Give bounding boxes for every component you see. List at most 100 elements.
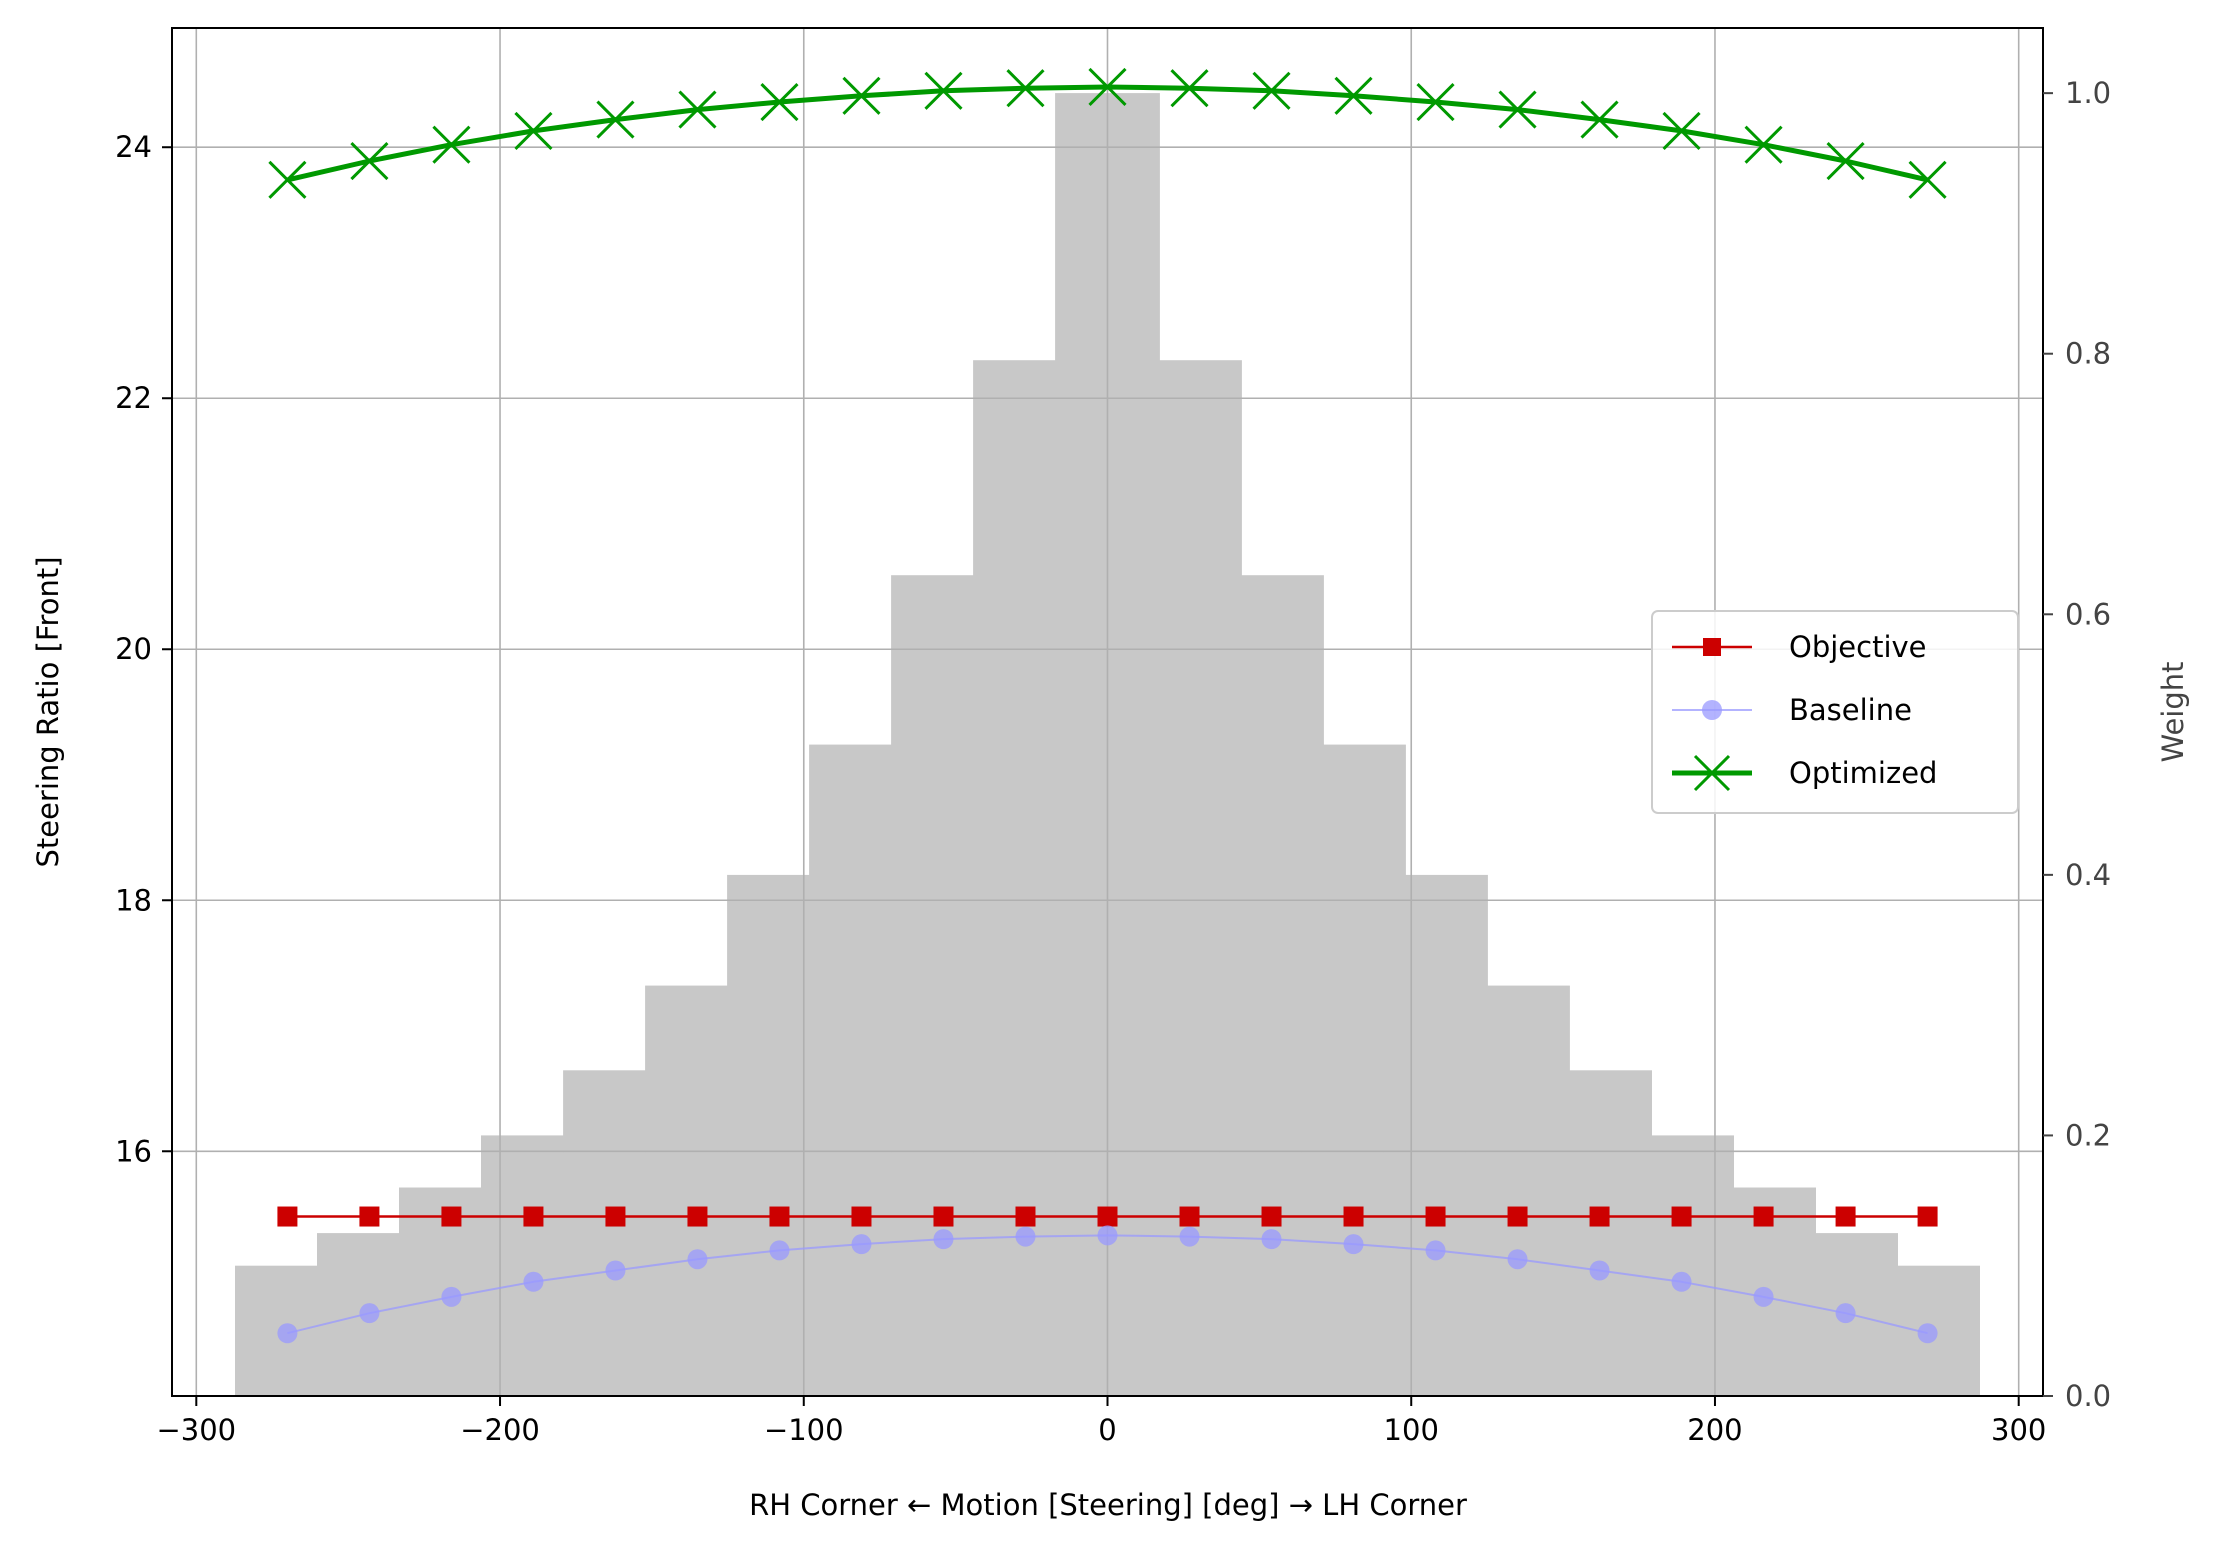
data-point [359, 1303, 380, 1324]
data-point [933, 1229, 954, 1250]
data-point [1917, 1323, 1938, 1344]
legend-entry-optimized: Optimized [1672, 754, 1937, 792]
data-point [1917, 1206, 1938, 1227]
series-objective [277, 1206, 1938, 1227]
legend-baseline-label: Baseline [1789, 693, 1912, 727]
data-point [277, 1206, 298, 1227]
data-point [1170, 69, 1209, 108]
series-baseline [277, 1225, 1938, 1344]
data-point [1088, 67, 1127, 107]
legend-entry-baseline: Baseline [1672, 693, 1912, 727]
data-point [1507, 1249, 1528, 1270]
legend-optimized-label: Optimized [1789, 756, 1937, 790]
y-tick-label: 16 [115, 1134, 152, 1168]
data-point [1179, 1206, 1200, 1227]
data-point [523, 1271, 544, 1292]
data-point [1261, 1229, 1282, 1250]
data-point [769, 1206, 790, 1227]
y-tick-label: 18 [115, 883, 152, 917]
data-point [1744, 125, 1783, 164]
data-point [1179, 1226, 1200, 1247]
data-point [277, 1323, 298, 1344]
data-point [760, 82, 799, 122]
data-point [1425, 1240, 1446, 1261]
y-tick-label: 20 [115, 632, 152, 666]
series-optimized [268, 67, 1947, 199]
x-tick-label: 200 [1687, 1413, 1742, 1447]
series-lines [268, 67, 1947, 1344]
legend: Objective Baseline Optimized [1651, 610, 2019, 814]
y-right-tick-label: 0.0 [2065, 1379, 2111, 1413]
x-tick-label: 0 [1098, 1413, 1116, 1447]
data-point [1507, 1206, 1528, 1227]
data-point [687, 1249, 708, 1270]
data-point [1015, 1206, 1036, 1227]
x-tick-label: −300 [156, 1413, 236, 1447]
data-point [523, 1206, 544, 1227]
x-tick-label: −100 [764, 1413, 844, 1447]
data-point [1753, 1206, 1774, 1227]
data-point [1425, 1206, 1446, 1227]
y-right-tick-label: 0.2 [2065, 1118, 2111, 1152]
x-tick-label: 100 [1384, 1413, 1439, 1447]
data-point [1097, 1206, 1118, 1227]
data-point [1908, 160, 1947, 199]
data-point [1416, 82, 1455, 122]
data-point [1261, 1206, 1282, 1227]
data-point [1015, 1226, 1036, 1247]
legend-entry-objective: Objective [1672, 630, 1927, 664]
data-point [605, 1206, 626, 1227]
y-axis-label: Steering Ratio [Front] [31, 556, 65, 867]
data-point [1671, 1206, 1692, 1227]
data-point [441, 1286, 462, 1307]
data-point [1835, 1206, 1856, 1227]
data-point [1252, 71, 1291, 110]
x-tick-label: 300 [1991, 1413, 2046, 1447]
data-point [842, 76, 881, 115]
data-point [514, 111, 553, 150]
y-right-tick-label: 0.8 [2065, 337, 2111, 371]
data-point [1334, 76, 1373, 115]
data-point [1589, 1206, 1610, 1227]
y-tick-label: 24 [115, 130, 152, 164]
y-right-tick-label: 1.0 [2065, 76, 2111, 110]
data-point [1498, 90, 1537, 129]
data-point [441, 1206, 462, 1227]
data-point [924, 71, 963, 110]
data-point [605, 1260, 626, 1281]
data-point [1006, 69, 1045, 108]
data-point [1662, 111, 1701, 150]
data-point [1671, 1271, 1692, 1292]
data-point [687, 1206, 708, 1227]
legend-objective-marker [1703, 638, 1721, 656]
data-point [350, 141, 389, 181]
data-point [1580, 100, 1619, 139]
legend-baseline-marker [1702, 700, 1722, 720]
x-tick-label: −200 [460, 1413, 540, 1447]
data-point [769, 1240, 790, 1261]
y-right-tick-label: 0.4 [2065, 858, 2111, 892]
data-point [933, 1206, 954, 1227]
legend-objective-label: Objective [1789, 630, 1927, 664]
data-point [1589, 1260, 1610, 1281]
data-point [1097, 1225, 1118, 1246]
axis-ticks: −300 −200 −100 0 100 200 300 16 18 20 22 24 0.0 0.2 0.… [115, 76, 2111, 1447]
y-tick-label: 22 [115, 381, 152, 415]
data-point [1753, 1286, 1774, 1307]
data-point [851, 1206, 872, 1227]
legend-box [1651, 610, 2019, 814]
data-point [268, 160, 307, 199]
data-point [1343, 1234, 1364, 1255]
data-point [1826, 141, 1865, 181]
y-right-tick-label: 0.6 [2065, 597, 2111, 631]
y-right-axis-label: Weight [2156, 661, 2190, 762]
data-point [359, 1206, 380, 1227]
legend-optimized-marker [1693, 754, 1731, 792]
data-point [596, 100, 635, 139]
x-axis-label: RH Corner ← Motion [Steering] [deg] → LH… [749, 1488, 1467, 1522]
data-point [432, 125, 471, 164]
data-point [851, 1234, 872, 1255]
data-point [1835, 1303, 1856, 1324]
data-point [678, 90, 717, 129]
